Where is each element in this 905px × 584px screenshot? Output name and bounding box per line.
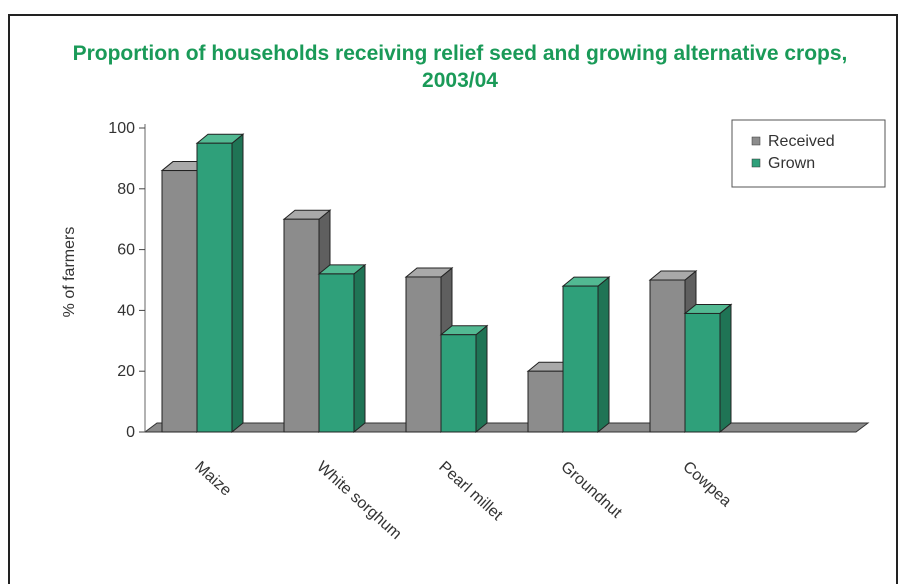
legend-swatch	[751, 136, 761, 146]
x-tick-label: Cowpea	[679, 458, 734, 510]
chart-frame	[8, 14, 898, 584]
y-tick-label: 80	[117, 181, 135, 198]
y-tick-label: 40	[117, 302, 135, 319]
x-tick-label: Maize	[191, 458, 234, 499]
y-tick-label: 20	[117, 363, 135, 380]
legend-label: Received	[768, 133, 835, 150]
y-axis-label: % of farmers	[61, 227, 78, 318]
legend-swatch	[751, 158, 761, 168]
chart-title: Proportion of households receiving relie…	[72, 42, 848, 92]
x-tick-label: White sorghum	[313, 458, 404, 543]
bar-grown-maize	[195, 133, 245, 434]
bar-grown-cowpea	[683, 303, 733, 434]
legend-label: Grown	[768, 155, 815, 172]
bar-grown-groundnut	[561, 276, 611, 434]
chart-floor	[143, 422, 870, 433]
bar-grown-pearl-millet	[439, 324, 489, 434]
x-tick-label: Groundnut	[557, 458, 625, 522]
x-tick-label: Pearl millet	[435, 458, 506, 524]
y-tick-label: 100	[108, 120, 135, 137]
y-tick-label: 60	[117, 242, 135, 259]
legend: Received Grown	[731, 119, 886, 188]
legend-box	[731, 119, 886, 188]
bar-grown-white-sorghum	[317, 263, 367, 434]
y-tick-label: 0	[126, 424, 135, 441]
